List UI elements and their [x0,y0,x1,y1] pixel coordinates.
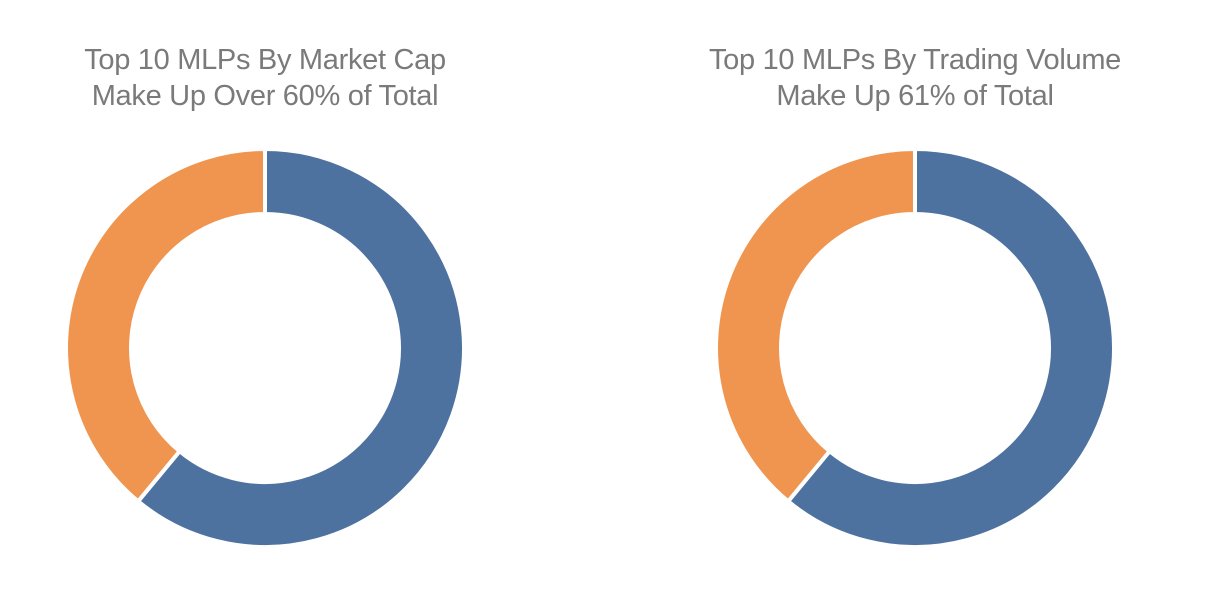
donut-segment-remaining-mlps [64,146,267,505]
trading-volume-chart-title: Top 10 MLPs By Trading Volume Make Up 61… [685,42,1145,114]
market-cap-title-line1: Top 10 MLPs By Market Cap [84,44,446,76]
market-cap-chart-title: Top 10 MLPs By Market Cap Make Up Over 6… [35,42,495,114]
market-cap-title-line2: Make Up Over 60% of Total [91,80,439,112]
donut-segment-top-10-mlps [785,146,1116,549]
market-cap-chart: Top 10 MLPs By Market Cap Make Up Over 6… [35,42,495,551]
market-cap-donut-chart [64,146,466,549]
donut-segment-top-10-mlps [135,146,466,549]
trading-volume-donut-chart [714,146,1116,549]
trading-volume-title-line1: Top 10 MLPs By Trading Volume [708,44,1122,76]
trading-volume-title-line2: Make Up 61% of Total [776,80,1054,112]
trading-volume-chart: Top 10 MLPs By Trading Volume Make Up 61… [685,42,1145,551]
donut-segment-remaining-mlps [714,146,917,505]
